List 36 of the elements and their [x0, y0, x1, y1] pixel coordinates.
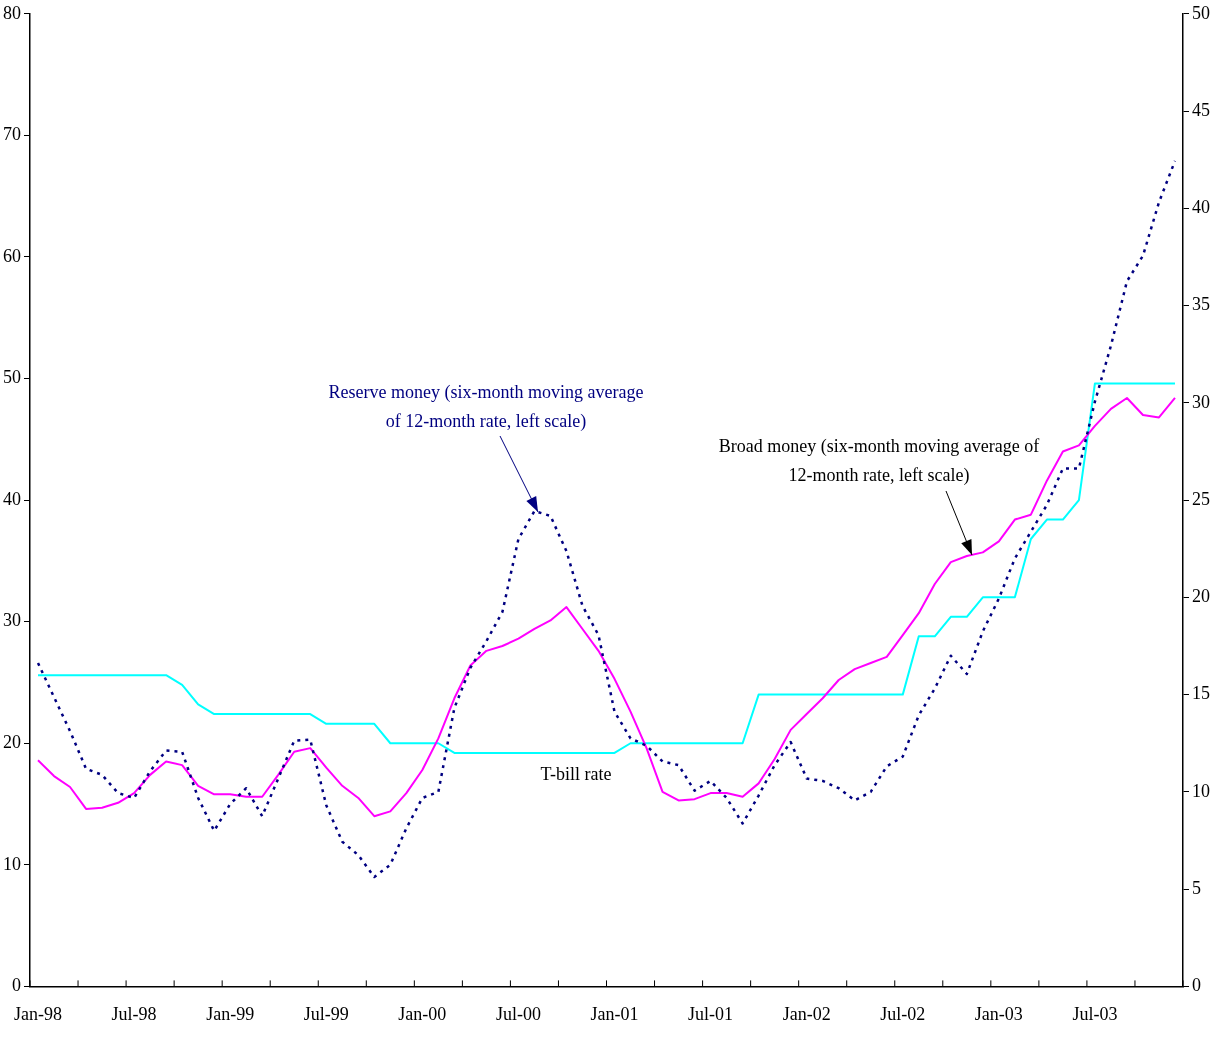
y2-tick-label: 0: [1192, 975, 1201, 996]
x-tick-label: Jul-01: [688, 1003, 734, 1024]
y2-tick-label: 10: [1192, 780, 1210, 801]
y-tick-label: 60: [3, 245, 21, 266]
x-tick-label: Jan-98: [14, 1003, 63, 1024]
x-tick-label: Jan-99: [206, 1003, 255, 1024]
line-series: [36, 159, 1177, 879]
y2-tick-label: 25: [1192, 488, 1210, 509]
x-tick-label: Jul-98: [111, 1003, 157, 1024]
y2-tick-label: 35: [1192, 294, 1210, 315]
x-tick-label: Jan-01: [590, 1003, 639, 1024]
y2-tick-label: 20: [1192, 586, 1210, 607]
y2-tick-label: 40: [1192, 197, 1210, 218]
text: Reserve money (six-month moving average of 12-month rate, left scale): [328, 381, 644, 432]
x-tick-label: Jan-02: [782, 1003, 831, 1024]
y2-tick-label: 5: [1192, 877, 1201, 898]
y2-tick-label: 30: [1192, 391, 1210, 412]
x-tick-label: Jul-03: [1072, 1003, 1118, 1024]
y-tick-label: 80: [3, 2, 21, 23]
x-tick-label: Jan-00: [398, 1003, 447, 1024]
y-tick-label: 10: [3, 853, 21, 874]
series-label: T-bill rate: [540, 763, 612, 784]
series-label: Broad money (six-month moving average of 12-month rate, left scale): [718, 435, 1040, 486]
x-tick-label: Jan-03: [974, 1003, 1023, 1024]
y-tick-label: 40: [3, 488, 21, 509]
y2-tick-label: 45: [1192, 99, 1210, 120]
y-tick-label: 30: [3, 610, 21, 631]
y2-tick-label: 50: [1192, 2, 1210, 23]
y-tick-label: 0: [12, 975, 21, 996]
y-tick-label: 70: [3, 124, 21, 145]
x-tick-label: Jul-02: [880, 1003, 926, 1024]
y-tick-label: 20: [3, 731, 21, 752]
x-tick-label: Jul-00: [495, 1003, 541, 1024]
y2-tick-label: 15: [1192, 683, 1210, 704]
y-tick-label: 50: [3, 367, 21, 388]
x-tick-label: Jul-99: [303, 1003, 349, 1024]
